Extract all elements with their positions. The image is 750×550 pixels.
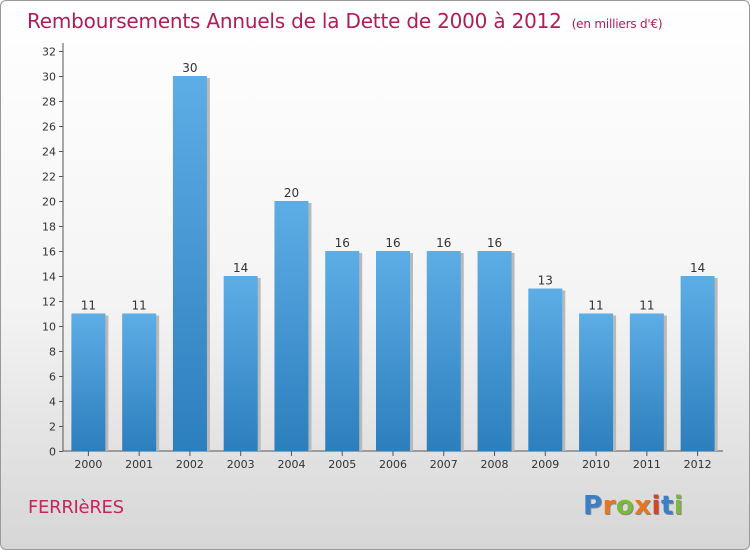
bar — [172, 76, 207, 451]
data-label: 16 — [335, 236, 350, 250]
y-tick-label: 24 — [42, 146, 56, 159]
data-label: 16 — [487, 236, 502, 250]
logo-letter: i — [673, 491, 684, 521]
data-label: 11 — [639, 299, 654, 313]
bar — [122, 313, 157, 451]
proxiti-logo: Proxiti — [583, 491, 683, 521]
y-tick-label: 28 — [42, 96, 56, 109]
label-layer: 11 11 30 14 20 16 16 16 16 13 11 11 14 — [81, 61, 706, 313]
x-tick-label: 2011 — [633, 458, 661, 471]
y-tick-label: 16 — [42, 246, 56, 259]
bar — [629, 313, 664, 451]
logo-letter: t — [660, 491, 674, 521]
data-label: 16 — [385, 236, 400, 250]
y-tick-label: 0 — [49, 446, 56, 459]
logo-letter: o — [615, 491, 635, 521]
y-tick-label: 10 — [42, 321, 56, 334]
bar — [274, 201, 309, 451]
y-tick-label: 2 — [49, 421, 56, 434]
data-label: 16 — [436, 236, 451, 250]
logo-letter: x — [634, 491, 652, 521]
x-tick-label: 2009 — [531, 458, 559, 471]
x-tick-label: 2007 — [430, 458, 458, 471]
y-tick-label: 22 — [42, 171, 56, 184]
bar — [426, 251, 461, 451]
y-tick-label: 26 — [42, 121, 56, 134]
data-label: 14 — [233, 261, 248, 275]
bar-layer — [71, 76, 718, 451]
bar — [325, 251, 360, 451]
x-tick-label: 2008 — [481, 458, 509, 471]
y-tick-label: 12 — [42, 296, 56, 309]
bar — [528, 288, 563, 451]
y-tick-label: 8 — [49, 346, 56, 359]
y-tick-label: 6 — [49, 371, 56, 384]
bar — [477, 251, 512, 451]
city-name: FERRIèRES — [28, 497, 124, 518]
bar — [223, 276, 258, 451]
logo-letter: P — [583, 491, 603, 521]
data-label: 13 — [538, 274, 553, 288]
x-tick-label: 2004 — [277, 458, 305, 471]
bar — [680, 276, 715, 451]
data-label: 20 — [284, 186, 299, 200]
y-tick-label: 32 — [42, 46, 56, 59]
logo-letter: r — [602, 491, 616, 521]
bar — [376, 251, 410, 451]
bar — [71, 313, 106, 451]
bar — [579, 313, 614, 451]
chart-title: Remboursements Annuels de la Dette de 20… — [27, 9, 663, 33]
x-tick-label: 2002 — [176, 458, 204, 471]
data-label: 30 — [182, 61, 197, 75]
logo-letter: i — [651, 491, 661, 521]
x-tick-label: 2010 — [582, 458, 610, 471]
x-tick-label: 2003 — [227, 458, 255, 471]
y-tick-label: 4 — [49, 396, 56, 409]
chart-subtitle: (en milliers d'€) — [571, 17, 663, 31]
data-label: 14 — [690, 261, 705, 275]
y-tick-label: 14 — [42, 271, 56, 284]
x-tick-label: 2001 — [125, 458, 153, 471]
title-text: Remboursements Annuels de la Dette de 20… — [27, 9, 562, 33]
x-tick-label: 2006 — [379, 458, 407, 471]
y-tick-label: 30 — [42, 71, 56, 84]
data-label: 11 — [132, 299, 147, 313]
x-tick-label: 2012 — [684, 458, 712, 471]
data-label: 11 — [81, 299, 96, 313]
data-label: 11 — [588, 299, 603, 313]
x-tick-label: 2000 — [74, 458, 102, 471]
y-tick-label: 20 — [42, 196, 56, 209]
x-tick-label: 2005 — [328, 458, 356, 471]
y-tick-label: 18 — [42, 221, 56, 234]
